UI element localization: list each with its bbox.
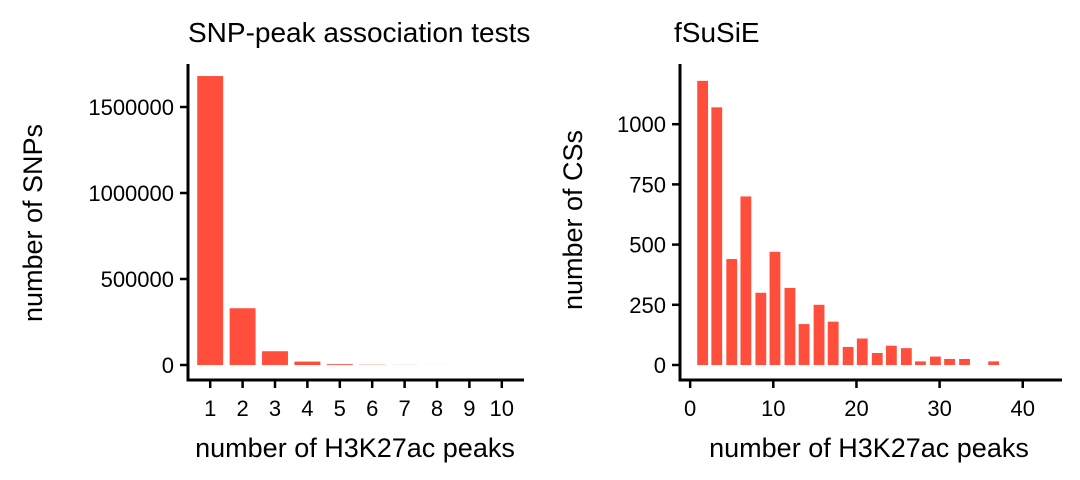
bar bbox=[229, 308, 256, 365]
bar bbox=[842, 346, 854, 365]
chart-title: fSuSiE bbox=[674, 17, 760, 48]
bar bbox=[262, 351, 288, 365]
y-axis-label: number of CSs bbox=[558, 130, 588, 310]
x-tick-label: 6 bbox=[366, 396, 378, 421]
bar bbox=[711, 107, 723, 366]
y-tick-label: 500 bbox=[629, 233, 666, 258]
bar bbox=[697, 80, 709, 365]
bar bbox=[755, 292, 767, 365]
y-tick-label: 750 bbox=[629, 172, 666, 197]
bar bbox=[856, 338, 868, 365]
axis-lines bbox=[678, 64, 1062, 382]
y-tick-label: 0 bbox=[162, 353, 174, 378]
x-axis-label: number of H3K27ac peaks bbox=[709, 433, 1029, 463]
y-tick-label: 250 bbox=[629, 293, 666, 318]
bar bbox=[915, 361, 926, 365]
bar bbox=[784, 287, 796, 365]
x-tick-label: 5 bbox=[334, 396, 346, 421]
y-axis-label: number of SNPs bbox=[18, 124, 48, 322]
bar-series bbox=[697, 80, 1000, 366]
x-tick-label: 8 bbox=[431, 396, 443, 421]
bar bbox=[988, 361, 1000, 365]
y-tick-label: 500000 bbox=[101, 267, 174, 292]
bar bbox=[197, 76, 224, 365]
bar-series bbox=[197, 76, 515, 365]
x-tick-label: 30 bbox=[927, 396, 951, 421]
x-tick-label: 10 bbox=[761, 396, 785, 421]
bar bbox=[813, 304, 825, 365]
axis-ticks: 1 2 3 4 5 6 7 8 9 10 0 500000 1000000 1500000 bbox=[88, 95, 514, 421]
y-tick-label: 1000 bbox=[617, 112, 666, 137]
bar bbox=[740, 196, 752, 365]
x-tick-label: 40 bbox=[1010, 396, 1034, 421]
chart-title: SNP-peak association tests bbox=[188, 17, 530, 48]
bar bbox=[326, 364, 353, 365]
snp-association-panel: SNP-peak association tests number of SNP… bbox=[18, 17, 530, 463]
y-tick-label: 0 bbox=[654, 353, 666, 378]
bar bbox=[885, 345, 897, 365]
y-tick-label: 1000000 bbox=[88, 181, 174, 206]
bar bbox=[798, 324, 810, 365]
bar bbox=[726, 259, 738, 365]
x-tick-label: 4 bbox=[301, 396, 313, 421]
x-tick-label: 20 bbox=[844, 396, 868, 421]
bar bbox=[959, 358, 970, 365]
bar bbox=[827, 321, 839, 365]
x-tick-label: 1 bbox=[204, 396, 216, 421]
bar bbox=[944, 358, 955, 365]
bar bbox=[871, 352, 883, 365]
bar bbox=[900, 348, 912, 365]
x-axis-label: number of H3K27ac peaks bbox=[195, 433, 515, 463]
x-tick-label: 2 bbox=[236, 396, 248, 421]
x-tick-label: 3 bbox=[269, 396, 281, 421]
x-tick-label: 10 bbox=[490, 396, 514, 421]
bar bbox=[769, 251, 781, 365]
bar bbox=[930, 356, 941, 365]
y-tick-label: 1500000 bbox=[88, 95, 174, 120]
axis-lines bbox=[186, 64, 524, 382]
axis-ticks: 0 10 20 30 40 0 250 500 750 1000 bbox=[617, 112, 1035, 421]
x-tick-label: 9 bbox=[463, 396, 475, 421]
bar bbox=[294, 361, 321, 365]
x-tick-label: 7 bbox=[398, 396, 410, 421]
x-tick-label: 0 bbox=[684, 396, 696, 421]
fsusie-panel: fSuSiE number of CSs number of H3K27ac p… bbox=[558, 17, 1062, 463]
